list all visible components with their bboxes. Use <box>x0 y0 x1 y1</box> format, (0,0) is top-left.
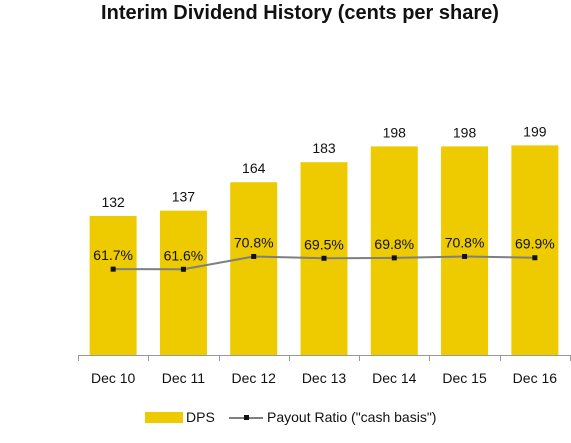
x-tick-label: Dec 16 <box>513 370 558 386</box>
bar-dec-12 <box>230 182 278 355</box>
x-tick-label: Dec 11 <box>162 370 206 386</box>
x-tick-label: Dec 15 <box>442 370 487 386</box>
payout-ratio-marker <box>321 255 327 261</box>
bar-dec-11 <box>159 210 207 355</box>
payout-ratio-label: 69.8% <box>374 236 414 252</box>
bar-dec-10 <box>89 215 137 355</box>
payout-ratio-marker <box>391 255 397 261</box>
legend-swatch-payout-ratio <box>229 412 263 423</box>
bar-value-label: 198 <box>453 124 477 140</box>
bar-dec-16 <box>511 145 559 355</box>
bar-value-label: 137 <box>172 189 196 205</box>
chart-title: Interim Dividend History (cents per shar… <box>101 2 499 24</box>
legend-label-payout-ratio: Payout Ratio ("cash basis") <box>267 409 437 425</box>
legend-swatch-dps <box>145 411 183 423</box>
legend-item-payout-ratio: Payout Ratio ("cash basis") <box>229 405 436 429</box>
legend-item-dps: DPS <box>145 405 215 429</box>
payout-ratio-label: 69.9% <box>515 236 555 252</box>
bar-dec-15 <box>441 146 489 355</box>
x-tick-label: Dec 10 <box>91 370 136 386</box>
bar-value-label: 132 <box>101 194 125 210</box>
payout-ratio-label: 70.8% <box>445 234 485 250</box>
payout-ratio-label: 69.5% <box>304 236 344 252</box>
payout-ratio-label: 61.7% <box>93 247 133 263</box>
payout-ratio-label: 70.8% <box>234 234 274 250</box>
bar-value-label: 183 <box>312 140 336 156</box>
bar-dec-14 <box>370 146 418 355</box>
legend-label-dps: DPS <box>186 409 215 425</box>
bar-value-label: 199 <box>523 123 547 139</box>
payout-ratio-marker <box>251 253 257 259</box>
bar-value-label: 164 <box>242 160 266 176</box>
payout-ratio-marker <box>180 266 186 272</box>
payout-ratio-label: 61.6% <box>164 247 204 263</box>
x-tick-label: Dec 13 <box>302 370 347 386</box>
bar-value-label: 198 <box>383 124 407 140</box>
payout-ratio-marker <box>532 255 538 261</box>
x-tick-label: Dec 14 <box>372 370 417 386</box>
payout-ratio-marker <box>462 253 468 259</box>
chart-legend: DPS Payout Ratio ("cash basis") <box>0 405 571 429</box>
x-tick-label: Dec 12 <box>232 370 277 386</box>
payout-ratio-marker <box>110 266 116 272</box>
